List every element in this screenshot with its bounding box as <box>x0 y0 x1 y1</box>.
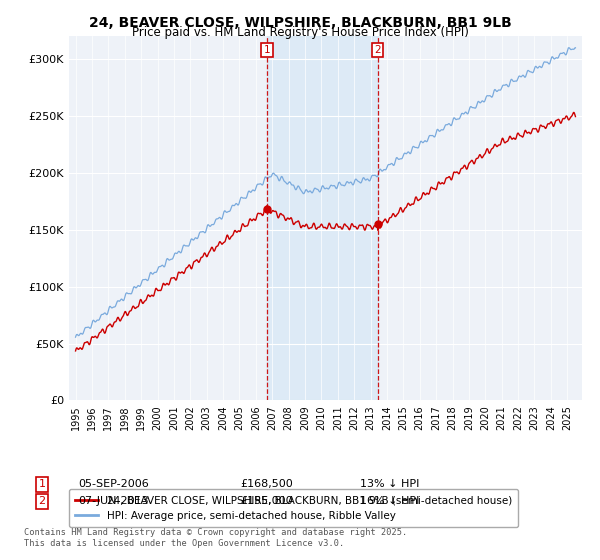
Text: £168,500: £168,500 <box>240 479 293 489</box>
Text: 1: 1 <box>263 45 271 55</box>
Legend: 24, BEAVER CLOSE, WILPSHIRE, BLACKBURN, BB1 9LB (semi-detached house), HPI: Aver: 24, BEAVER CLOSE, WILPSHIRE, BLACKBURN, … <box>69 489 518 527</box>
Text: 2: 2 <box>374 45 381 55</box>
Text: Price paid vs. HM Land Registry's House Price Index (HPI): Price paid vs. HM Land Registry's House … <box>131 26 469 39</box>
Text: 2: 2 <box>38 496 46 506</box>
Text: 1: 1 <box>38 479 46 489</box>
Text: 05-SEP-2006: 05-SEP-2006 <box>78 479 149 489</box>
Bar <box>267 36 377 400</box>
Text: 24, BEAVER CLOSE, WILPSHIRE, BLACKBURN, BB1 9LB: 24, BEAVER CLOSE, WILPSHIRE, BLACKBURN, … <box>89 16 511 30</box>
Text: 13% ↓ HPI: 13% ↓ HPI <box>360 479 419 489</box>
Text: 16% ↓ HPI: 16% ↓ HPI <box>360 496 419 506</box>
Text: Contains HM Land Registry data © Crown copyright and database right 2025.
This d: Contains HM Land Registry data © Crown c… <box>24 528 407 548</box>
Text: £155,000: £155,000 <box>240 496 293 506</box>
Text: 07-JUN-2013: 07-JUN-2013 <box>78 496 149 506</box>
